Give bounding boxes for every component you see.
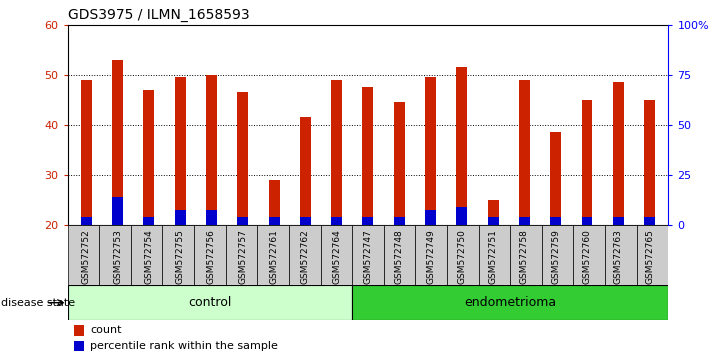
Bar [300,217,311,225]
Bar [582,100,592,225]
Text: GSM572752: GSM572752 [82,230,91,284]
Bar [582,217,592,225]
Bar [175,77,186,225]
Bar [144,217,154,225]
Text: GSM572760: GSM572760 [582,230,592,285]
Text: GSM572763: GSM572763 [614,230,623,285]
Bar [352,225,384,285]
Bar [456,67,467,225]
Text: GSM572755: GSM572755 [176,230,185,285]
Bar [206,210,217,225]
Text: GSM572749: GSM572749 [426,230,435,284]
Bar [175,210,186,225]
Bar [456,207,467,225]
Bar [479,225,510,285]
Bar [269,217,279,225]
Bar [162,225,194,285]
Bar [550,217,561,225]
Bar [73,341,85,350]
Bar [605,225,637,285]
Bar [613,82,624,225]
Bar [363,87,373,225]
Bar [637,225,668,285]
Bar [488,217,498,225]
Bar [112,60,123,225]
Bar [68,225,99,285]
Bar [510,225,542,285]
Bar [542,225,574,285]
Text: percentile rank within the sample: percentile rank within the sample [90,341,278,350]
Text: GSM572757: GSM572757 [238,230,247,285]
Bar [289,225,321,285]
Bar [73,325,85,336]
Bar [644,217,655,225]
Bar [519,80,530,225]
Bar [447,225,479,285]
Bar [384,225,415,285]
Bar [206,75,217,225]
Bar [331,80,342,225]
Text: GSM572756: GSM572756 [207,230,216,285]
Bar [237,217,248,225]
Bar [131,225,162,285]
Bar [425,210,436,225]
Text: GSM572765: GSM572765 [645,230,654,285]
Bar [81,80,92,225]
Text: GSM572753: GSM572753 [113,230,122,285]
Bar [363,217,373,225]
Bar [112,197,123,225]
Bar [321,225,352,285]
Bar [425,77,436,225]
Bar [257,225,289,285]
Bar [300,117,311,225]
Text: GSM572750: GSM572750 [457,230,466,285]
Text: GSM572761: GSM572761 [269,230,279,285]
Bar [574,225,605,285]
Bar [99,225,131,285]
Bar [269,180,279,225]
Bar [644,100,655,225]
Text: count: count [90,325,122,336]
Text: GSM572759: GSM572759 [551,230,560,285]
Bar [519,217,530,225]
Bar [68,285,352,320]
Bar [488,200,498,225]
Bar [194,225,225,285]
Bar [613,217,624,225]
Text: GSM572748: GSM572748 [395,230,404,284]
Bar [225,225,257,285]
Text: endometrioma: endometrioma [464,296,556,309]
Bar [331,217,342,225]
Bar [394,217,405,225]
Bar [144,90,154,225]
Text: disease state: disease state [1,298,75,308]
Text: GSM572754: GSM572754 [144,230,154,284]
Text: GSM572747: GSM572747 [363,230,373,284]
Bar [352,285,668,320]
Text: GSM572751: GSM572751 [488,230,498,285]
Bar [237,92,248,225]
Bar [415,225,447,285]
Bar [394,102,405,225]
Text: GSM572762: GSM572762 [301,230,310,284]
Text: control: control [188,296,232,309]
Text: GSM572764: GSM572764 [332,230,341,284]
Bar [550,132,561,225]
Text: GDS3975 / ILMN_1658593: GDS3975 / ILMN_1658593 [68,8,249,22]
Bar [81,217,92,225]
Text: GSM572758: GSM572758 [520,230,529,285]
